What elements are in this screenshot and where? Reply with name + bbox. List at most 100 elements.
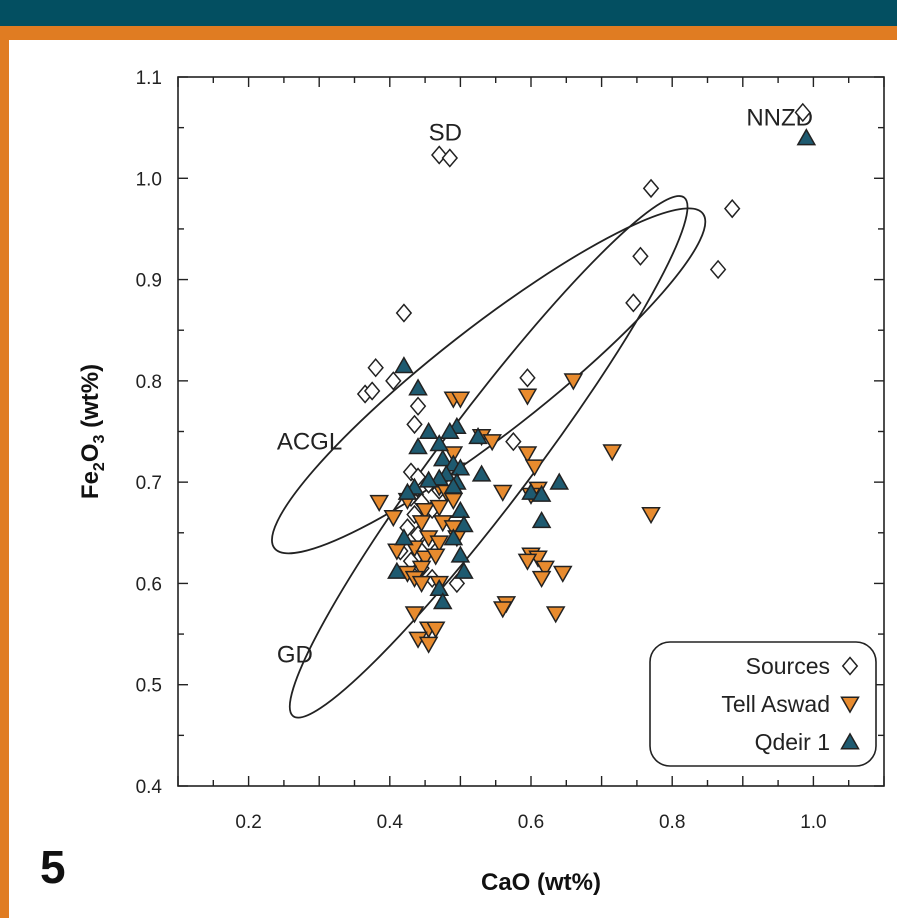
data-point-triangle-down	[450, 391, 471, 409]
y-title-fe: Fe	[77, 471, 104, 499]
tick-group: 0.2 0.4 0.6 0.8 1.0 0.4 0.5 0.6 0.7 0.8 0.9 1.0 1.1	[136, 68, 885, 833]
data-point-triangle-up	[443, 528, 464, 546]
y-title-sub-3: 3	[91, 434, 108, 443]
x-tick-label: 0.4	[377, 812, 404, 833]
data-point-triangle-up	[408, 437, 428, 455]
data-point-triangle-up	[432, 449, 453, 467]
x-tick-label: 1.0	[800, 812, 826, 833]
legend-label: Tell Aswad	[721, 691, 830, 717]
y-axis-title: Fe2O3 (wt%)	[77, 364, 108, 499]
data-point-triangle-up	[450, 500, 471, 519]
data-point-triangle-down	[404, 606, 425, 624]
data-point-triangle-up	[394, 528, 414, 546]
data-point-triangle-up	[468, 426, 488, 445]
data-point-triangle-down	[415, 502, 435, 521]
x-axis-title: CaO (wt%)	[481, 869, 601, 896]
data-point-diamond	[395, 303, 413, 323]
data-point-diamond	[794, 102, 812, 123]
data-point-triangle-down	[531, 570, 552, 588]
label-acgl: ACGL	[277, 429, 342, 456]
data-point-diamond	[441, 148, 459, 168]
orange-border-top	[0, 26, 897, 40]
data-point-diamond	[519, 368, 536, 388]
y-title-sub-2: 2	[91, 462, 108, 471]
data-point-triangle-down	[492, 601, 513, 619]
data-point-triangle-down	[524, 459, 545, 477]
ellipse-acgl	[271, 207, 707, 555]
data-point-triangle-up	[450, 458, 471, 476]
data-point-triangle-up	[394, 356, 414, 374]
data-point-triangle-up	[471, 464, 492, 482]
data-point-diamond	[505, 431, 522, 452]
data-point-triangle-up	[454, 515, 474, 533]
y-tick-label: 1.0	[136, 169, 162, 190]
data-point-triangle-down	[517, 446, 538, 464]
data-point-triangle-up	[387, 561, 407, 579]
data-point-triangle-up	[429, 468, 450, 486]
x-tick-label: 0.2	[235, 812, 261, 833]
y-title-o: O	[77, 443, 104, 462]
data-point-triangle-up	[531, 484, 552, 502]
data-point-triangle-down	[425, 621, 446, 639]
data-point-diamond	[448, 573, 466, 594]
data-point-triangle-down	[383, 510, 404, 528]
data-point-triangle-down	[602, 444, 622, 462]
data-point-triangle-up	[521, 482, 541, 500]
data-point-triangle-up	[418, 421, 439, 440]
data-point-triangle-up	[429, 434, 450, 452]
data-point-triangle-up	[531, 511, 552, 529]
y-tick-label: 0.5	[136, 676, 162, 697]
y-tick-label: 0.8	[136, 372, 162, 393]
data-point-triangle-down	[482, 434, 502, 452]
data-point-triangle-up	[408, 378, 428, 396]
data-point-triangle-down	[535, 560, 555, 578]
data-point-triangle-up	[440, 421, 460, 440]
legend-label: Sources	[746, 653, 830, 679]
legend-marker-triangle-up	[840, 732, 860, 750]
data-point-triangle-up	[796, 128, 817, 146]
data-point-diamond	[406, 414, 423, 435]
legend-box	[649, 641, 877, 767]
data-point-diamond	[642, 178, 660, 199]
data-point-triangle-down	[429, 499, 450, 518]
data-point-triangle-down	[425, 548, 446, 566]
data-point-diamond	[367, 358, 384, 378]
data-point-triangle-up	[450, 545, 471, 563]
data-point-triangle-up	[418, 470, 439, 488]
x-tick-label: 0.6	[518, 812, 544, 833]
data-point-diamond	[363, 381, 381, 401]
data-point-triangle-down	[641, 507, 661, 525]
data-point-triangle-down	[552, 565, 573, 583]
data-point-triangle-down	[411, 560, 432, 578]
y-tick-label: 0.4	[136, 777, 163, 798]
data-point-diamond	[625, 293, 642, 313]
data-point-triangle-up	[397, 482, 418, 500]
data-point-triangle-down	[517, 553, 538, 571]
data-point-diamond	[709, 259, 727, 280]
figure-number: 5	[40, 841, 66, 893]
y-tick-label: 1.1	[136, 68, 162, 89]
data-point-triangle-up	[443, 476, 464, 494]
legend-marker-diamond	[841, 656, 859, 676]
data-point-diamond	[385, 371, 402, 391]
orange-border-left	[0, 26, 9, 918]
data-point-triangle-up	[549, 472, 570, 490]
data-point-diamond	[724, 199, 741, 219]
data-point-triangle-up	[429, 578, 450, 597]
y-tick-label: 0.9	[136, 271, 162, 292]
data-point-triangle-down	[415, 550, 435, 568]
data-point-triangle-down	[411, 515, 432, 533]
legend-label: Qdeir 1	[755, 729, 830, 755]
label-gd: GD	[277, 641, 313, 668]
data-point-triangle-down	[563, 373, 584, 391]
legend: Sources Tell Aswad Qdeir 1	[649, 641, 877, 767]
x-tick-label: 0.8	[659, 812, 685, 833]
data-point-diamond	[632, 246, 649, 266]
y-tick-label: 0.6	[136, 574, 162, 595]
data-point-triangle-down	[369, 494, 390, 512]
data-point-triangle-down	[517, 388, 538, 406]
legend-marker-triangle-down	[840, 696, 860, 714]
